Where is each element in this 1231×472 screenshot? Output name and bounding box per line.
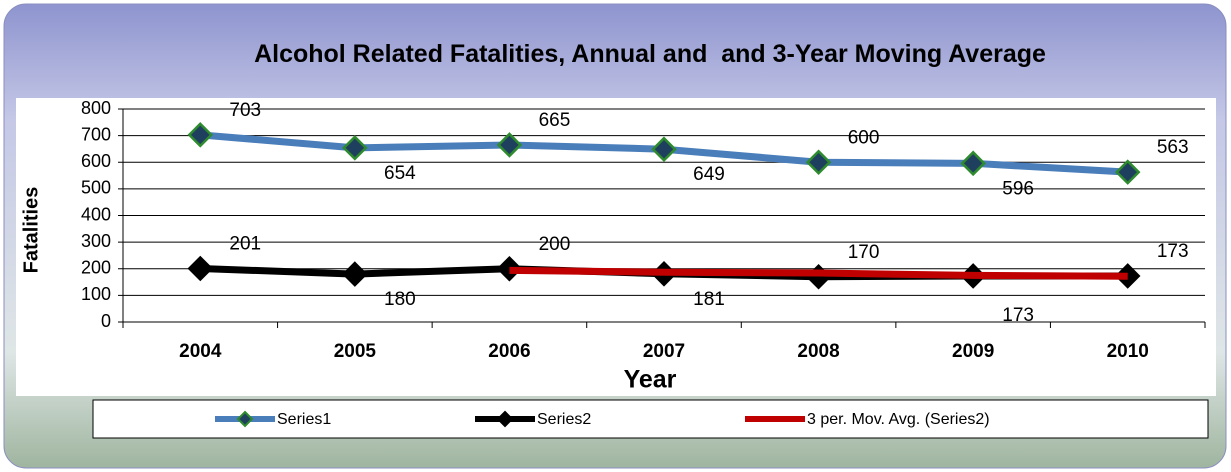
marker [496, 255, 523, 282]
title-box: Alcohol Related Fatalities, Annual and a… [175, 40, 1125, 69]
y-tick-label: 700 [81, 124, 111, 144]
data-label: 181 [693, 289, 725, 310]
y-tick-label: 500 [81, 178, 111, 198]
data-label: 200 [539, 234, 571, 255]
legend [92, 399, 1209, 439]
data-label: 173 [1157, 241, 1189, 262]
x-tick-label: 2008 [797, 341, 839, 362]
y-tick-label: 800 [81, 98, 111, 118]
data-label: 563 [1157, 137, 1189, 158]
data-label: 180 [384, 289, 416, 310]
legend-label: Series2 [537, 411, 591, 428]
legend-label: Series1 [277, 411, 331, 428]
data-label: 596 [1002, 178, 1034, 199]
x-tick-label: 2005 [334, 341, 377, 362]
x-tick-label: 2006 [488, 341, 530, 362]
data-label: 201 [229, 233, 261, 254]
x-tick-label: 2007 [643, 341, 685, 362]
y-tick-label: 400 [81, 204, 111, 224]
marker [651, 136, 677, 162]
data-label: 703 [229, 100, 261, 121]
y-tick-label: 600 [81, 151, 111, 171]
chart-title: Alcohol Related Fatalities, Annual and a… [254, 40, 1046, 68]
data-label: 654 [384, 163, 416, 184]
y-axis-label: Fatalities [20, 187, 42, 274]
marker [342, 261, 368, 287]
legend-marker [496, 410, 514, 428]
marker [187, 255, 214, 282]
data-label: 170 [848, 242, 880, 263]
y-tick-label: 100 [81, 284, 111, 304]
marker [342, 135, 368, 161]
series-line [509, 266, 1128, 280]
marker [805, 149, 832, 176]
y-tick-label: 200 [81, 258, 111, 278]
y-tick-label: 0 [101, 311, 111, 331]
data-label: 173 [1002, 305, 1034, 326]
marker [1114, 159, 1141, 185]
legend-label: 3 per. Mov. Avg. (Series2) [807, 411, 990, 428]
data-label: 600 [848, 127, 880, 148]
marker [960, 150, 986, 177]
marker [496, 132, 523, 158]
data-label: 665 [539, 110, 571, 131]
data-label: 649 [693, 164, 725, 185]
marker [187, 122, 214, 148]
x-axis-label: Year [624, 366, 677, 394]
x-tick-label: 2009 [952, 341, 994, 362]
x-tick-label: 2010 [1107, 341, 1149, 362]
legend-marker [236, 410, 254, 428]
y-tick-label: 300 [81, 231, 111, 251]
x-tick-label: 2004 [179, 341, 222, 362]
